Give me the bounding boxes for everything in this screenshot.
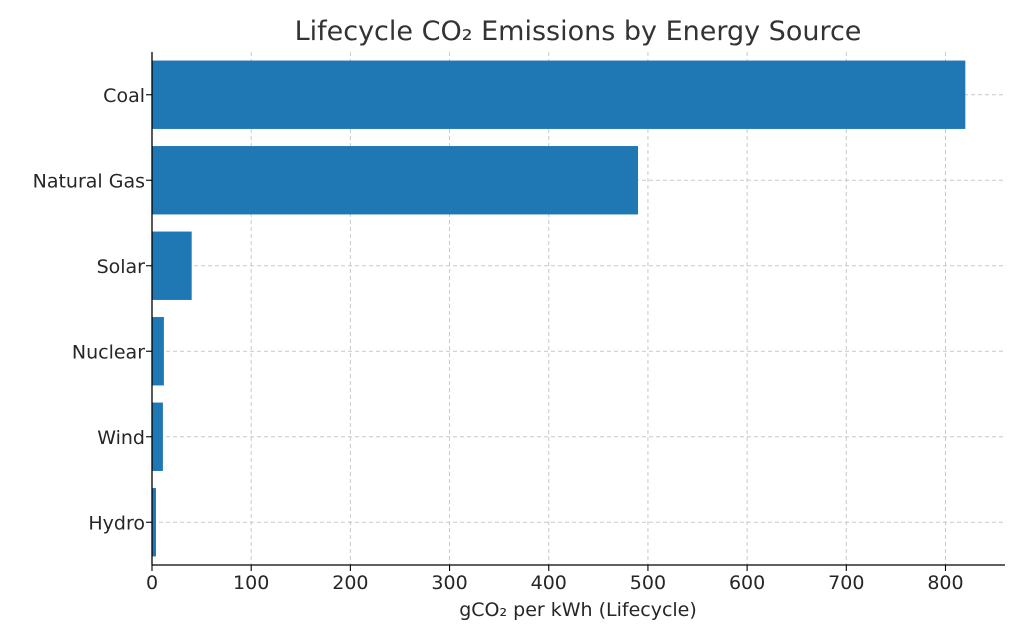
axes bbox=[151, 52, 1005, 566]
chart-title: Lifecycle CO₂ Emissions by Energy Source bbox=[295, 16, 862, 47]
y-tick-label: Coal bbox=[103, 85, 145, 107]
y-tick-label: Hydro bbox=[88, 512, 145, 534]
bar-coal bbox=[152, 60, 966, 129]
bar-nuclear bbox=[152, 317, 164, 386]
y-tick-label: Wind bbox=[97, 427, 145, 449]
bar-hydro bbox=[152, 488, 156, 557]
x-tick-label: 0 bbox=[146, 572, 158, 594]
x-tick-label: 300 bbox=[431, 572, 467, 594]
x-tick-label: 500 bbox=[630, 572, 666, 594]
x-tick-label: 800 bbox=[927, 572, 963, 594]
x-tick-label: 100 bbox=[233, 572, 269, 594]
x-tick-label: 400 bbox=[531, 572, 567, 594]
x-axis-label: gCO₂ per kWh (Lifecycle) bbox=[459, 599, 697, 621]
x-tick-label: 200 bbox=[332, 572, 368, 594]
ticks: 0 100 200 300 400 500 600 700 800 Coal Natural Gas… bbox=[33, 85, 964, 594]
y-tick-label: Nuclear bbox=[72, 341, 145, 363]
x-tick-label: 600 bbox=[729, 572, 765, 594]
bars bbox=[152, 60, 966, 557]
x-tick-label: 700 bbox=[828, 572, 864, 594]
y-tick-label: Natural Gas bbox=[33, 170, 145, 192]
bar-solar bbox=[152, 231, 192, 300]
bar-natural-gas bbox=[152, 146, 639, 215]
y-tick-label: Solar bbox=[97, 256, 146, 278]
bar-wind bbox=[152, 402, 163, 471]
